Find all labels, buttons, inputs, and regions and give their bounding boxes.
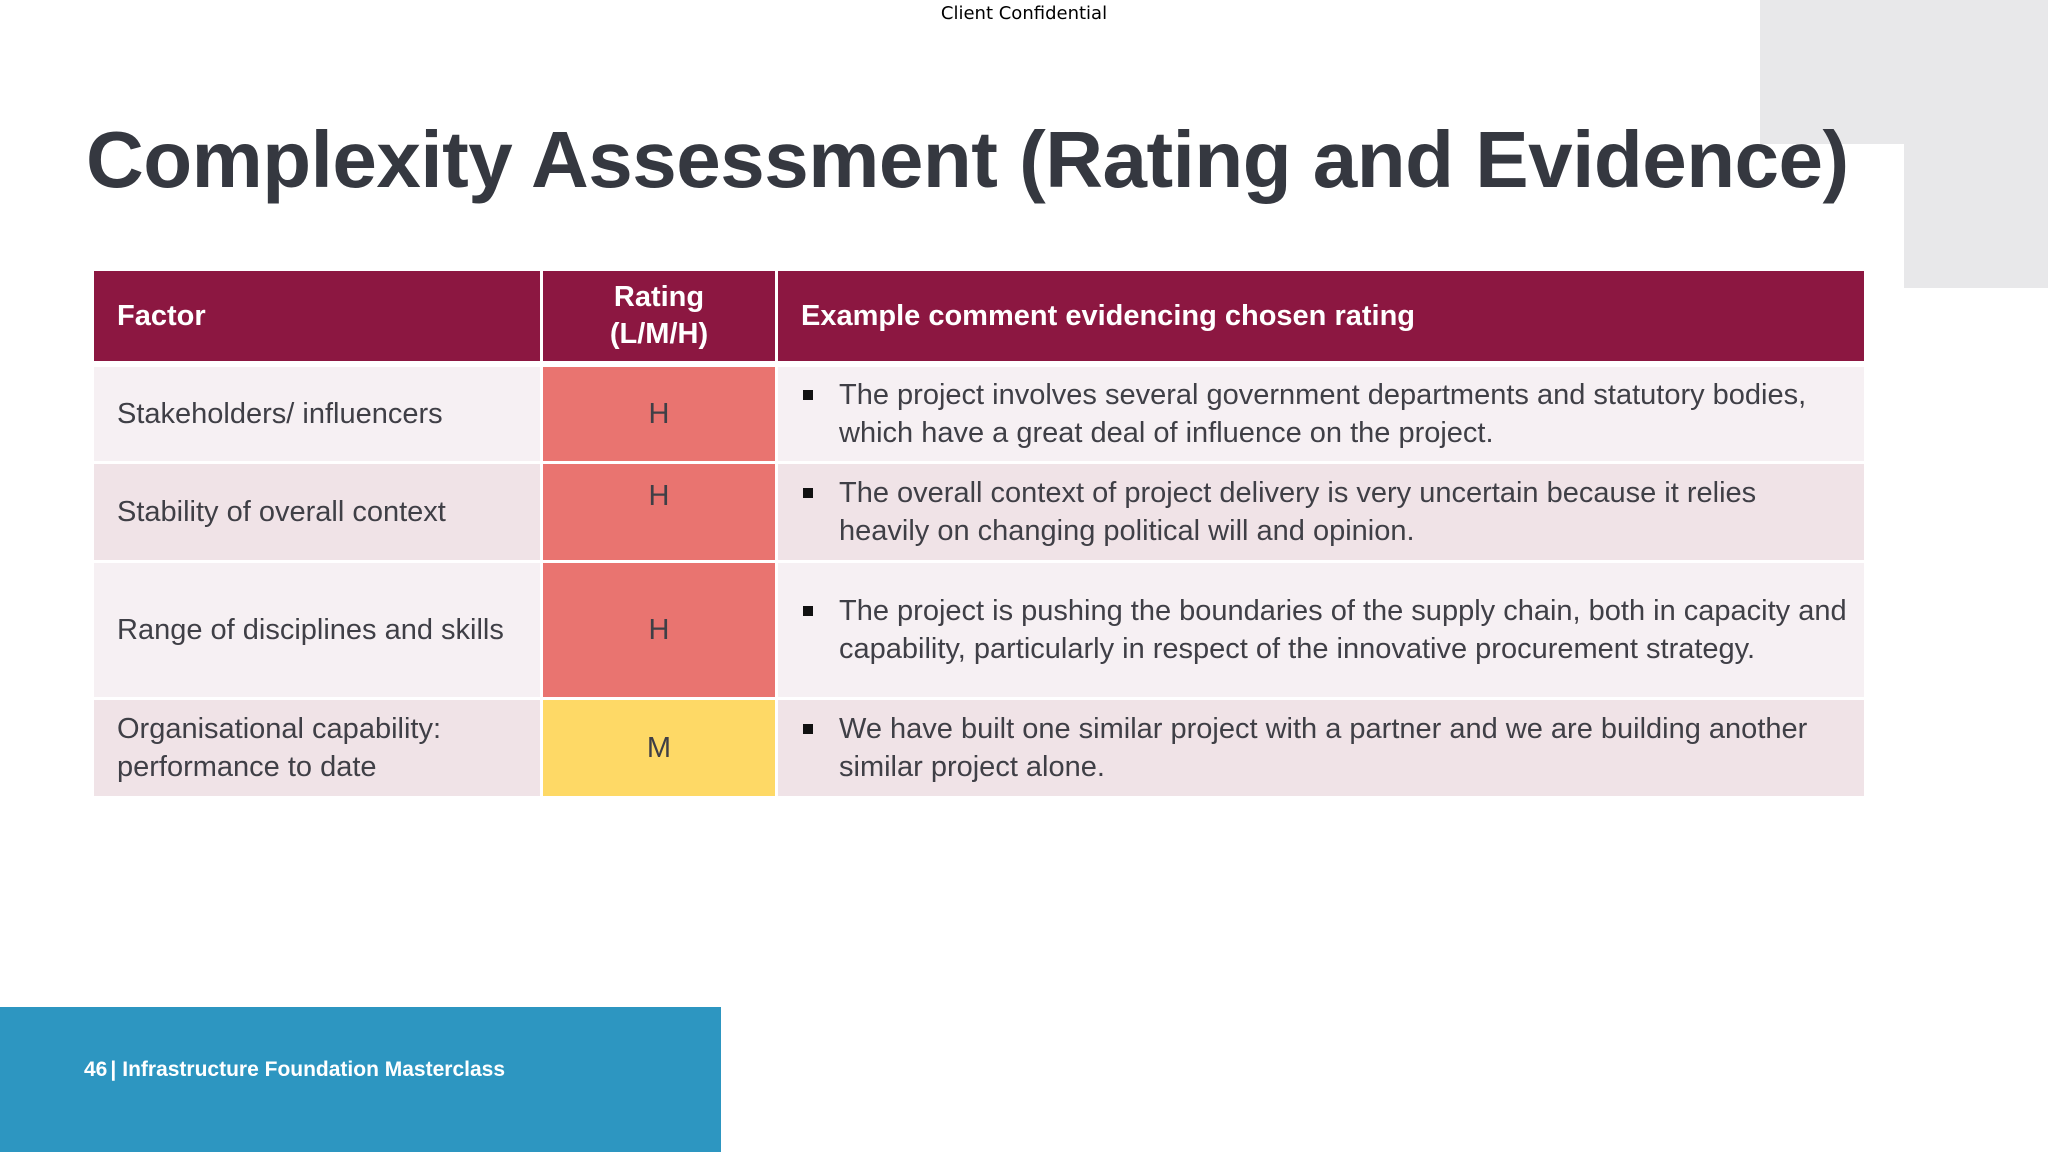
column-header-factor: Factor xyxy=(94,271,543,367)
rating-cell: M xyxy=(543,700,778,799)
confidentiality-label: Client Confidential xyxy=(940,3,1108,24)
column-header-rating: Rating (L/M/H) xyxy=(543,271,778,367)
factor-cell: Stability of overall context xyxy=(94,464,543,563)
factor-cell: Range of disciplines and skills xyxy=(94,563,543,700)
bullet-icon xyxy=(803,390,813,400)
comment-text: The project is pushing the boundaries of… xyxy=(839,595,1847,665)
footer-separator: | xyxy=(110,1058,117,1081)
rating-cell: H xyxy=(543,464,778,563)
bullet-icon xyxy=(803,606,813,616)
slide-title: Complexity Assessment (Rating and Eviden… xyxy=(86,115,1849,204)
table-row: Stability of overall context H The overa… xyxy=(94,464,1864,563)
page-number: 46 xyxy=(84,1058,108,1081)
column-header-rating-line2: (L/M/H) xyxy=(609,318,709,350)
table-row: Organisational capability: performance t… xyxy=(94,700,1864,799)
comment-text: The project involves several government … xyxy=(839,379,1807,449)
rating-cell: H xyxy=(543,367,778,464)
comment-cell: We have built one similar project with a… xyxy=(778,700,1864,799)
table-header-row: Factor Rating (L/M/H) Example comment ev… xyxy=(94,271,1864,367)
bullet-icon xyxy=(803,724,813,734)
comment-cell: The project is pushing the boundaries of… xyxy=(778,563,1864,700)
course-name: Infrastructure Foundation Masterclass xyxy=(122,1058,505,1081)
corner-decoration-vertical xyxy=(1904,0,2048,288)
comment-text: We have built one similar project with a… xyxy=(839,713,1808,783)
footer-label: 46 | Infrastructure Foundation Masterclass xyxy=(84,1055,505,1085)
factor-cell: Organisational capability: performance t… xyxy=(94,700,543,799)
comment-cell: The project involves several government … xyxy=(778,367,1864,464)
factor-cell: Stakeholders/ influencers xyxy=(94,367,543,464)
complexity-table: Factor Rating (L/M/H) Example comment ev… xyxy=(94,271,1864,799)
footer-bar xyxy=(0,1007,721,1152)
comment-text: The overall context of project delivery … xyxy=(839,477,1757,547)
table-row: Range of disciplines and skills H The pr… xyxy=(94,563,1864,700)
comment-cell: The overall context of project delivery … xyxy=(778,464,1864,563)
rating-cell: H xyxy=(543,563,778,700)
column-header-comment: Example comment evidencing chosen rating xyxy=(778,271,1864,367)
bullet-icon xyxy=(803,488,813,498)
column-header-rating-line1: Rating xyxy=(613,281,705,313)
table-row: Stakeholders/ influencers H The project … xyxy=(94,367,1864,464)
